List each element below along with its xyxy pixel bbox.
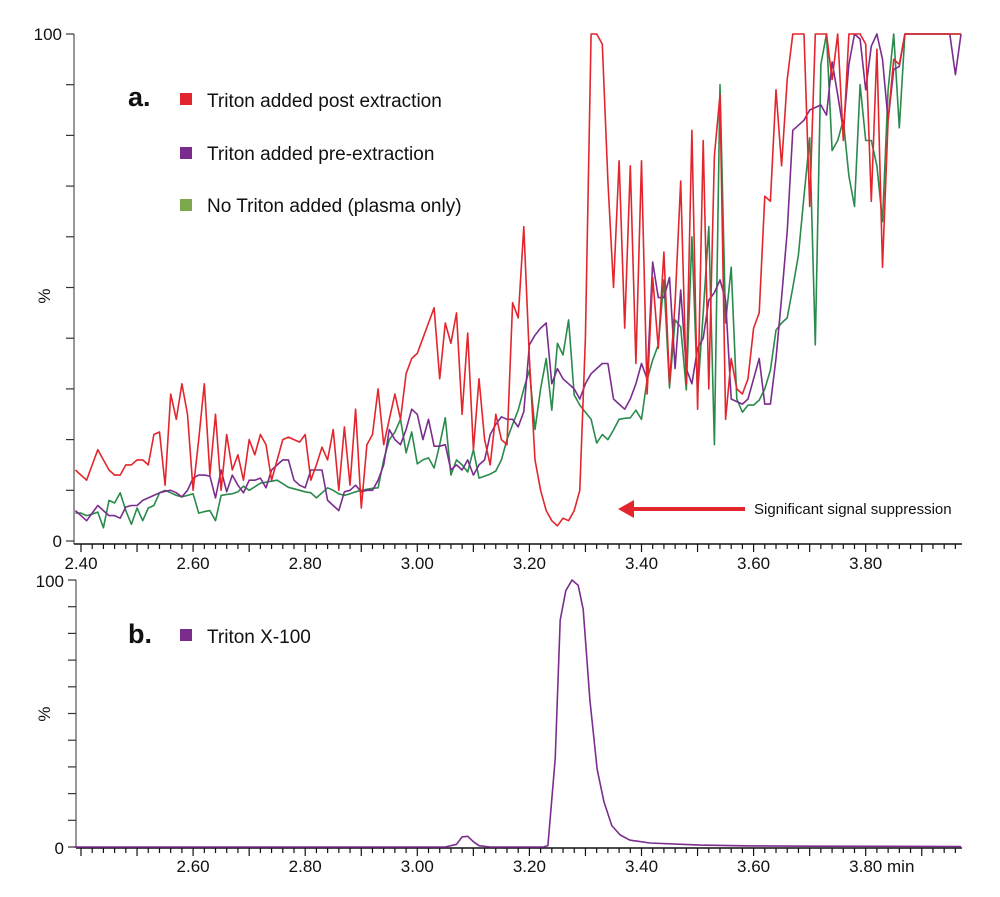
annotation-arrow-head-icon	[618, 500, 634, 518]
series-line-plasma-only	[75, 33, 961, 529]
legend-swatch-triton-x100	[180, 629, 192, 641]
panel-a-x-tick-label: 3.20	[513, 554, 546, 573]
panel-a-x-tick-label: 2.60	[177, 554, 210, 573]
panel-a-y-ticks	[66, 33, 74, 542]
series-line-triton-x100	[73, 579, 962, 848]
panel-a-y-tick-label-0: 0	[53, 532, 62, 551]
panel-b-x-tick-label: 3.00	[401, 857, 434, 876]
panel-b-series	[73, 579, 962, 848]
panel-b-y-tick-label-100: 100	[36, 572, 64, 591]
panel-b-x-tick-label: 2.80	[289, 857, 322, 876]
series-line-post-extraction	[74, 33, 961, 527]
panel-b-x-tick-label: 2.60	[177, 857, 210, 876]
panel-a-x-tick-label: 3.00	[401, 554, 434, 573]
legend-label-triton-x100: Triton X-100	[207, 627, 311, 648]
panel-a-series	[74, 33, 962, 529]
panel-b-x-tick-label: 3.60	[737, 857, 770, 876]
legend-label-post-extraction: Triton added post extraction	[207, 91, 442, 112]
panel-a-x-tick-label: 2.80	[289, 554, 322, 573]
legend-label-pre-extraction: Triton added pre-extraction	[207, 144, 434, 165]
panel-a-x-tick-labels: 2.40 2.60 2.80 3.00 3.20 3.40 3.60 3.80	[64, 554, 882, 573]
panel-b-label: b.	[128, 619, 152, 649]
panel-b-x-tick-label: 3.20	[513, 857, 546, 876]
legend-swatch-post-extraction	[180, 93, 192, 105]
legend-swatch-pre-extraction	[180, 147, 192, 159]
panel-b-y-tick-label-0: 0	[55, 839, 64, 858]
panel-a-x-tick-label: 3.40	[625, 554, 658, 573]
panel-a: 100 0 % 2.40 2.60 2.80 3.00 3.20 3.40 3.60 3.80…	[34, 25, 962, 573]
panel-b-x-tick-label: 3.80	[849, 857, 882, 876]
suppression-annotation: Significant signal suppression	[618, 500, 952, 518]
panel-b-y-ticks	[68, 579, 76, 848]
legend-swatch-plasma-only	[180, 199, 192, 211]
panel-b-x-tick-labels: 2.60 2.80 3.00 3.20 3.40 3.60 3.80	[177, 857, 883, 876]
panel-a-y-tick-label-100: 100	[34, 25, 62, 44]
panel-a-legend: Triton added post extraction Triton adde…	[180, 91, 462, 217]
panel-a-label: a.	[128, 82, 151, 112]
panel-b-x-tick-label: 3.40	[625, 857, 658, 876]
panel-a-x-ticks	[80, 544, 956, 552]
panel-b-x-unit-label: min	[887, 857, 914, 876]
panel-a-y-axis-label: %	[35, 288, 54, 303]
panel-b-y-axis-label: %	[35, 706, 54, 721]
panel-a-x-tick-label: 3.60	[737, 554, 770, 573]
legend-label-plasma-only: No Triton added (plasma only)	[207, 196, 462, 217]
panel-a-x-tick-label: 3.80	[849, 554, 882, 573]
panel-b-x-ticks	[80, 848, 956, 856]
annotation-text: Significant signal suppression	[754, 501, 952, 518]
panel-b: 100 0 % 2.60 2.80 3.00 3.20 3.40 3.60 3.80 min…	[35, 572, 962, 876]
panel-a-x-tick-label: 2.40	[64, 554, 97, 573]
